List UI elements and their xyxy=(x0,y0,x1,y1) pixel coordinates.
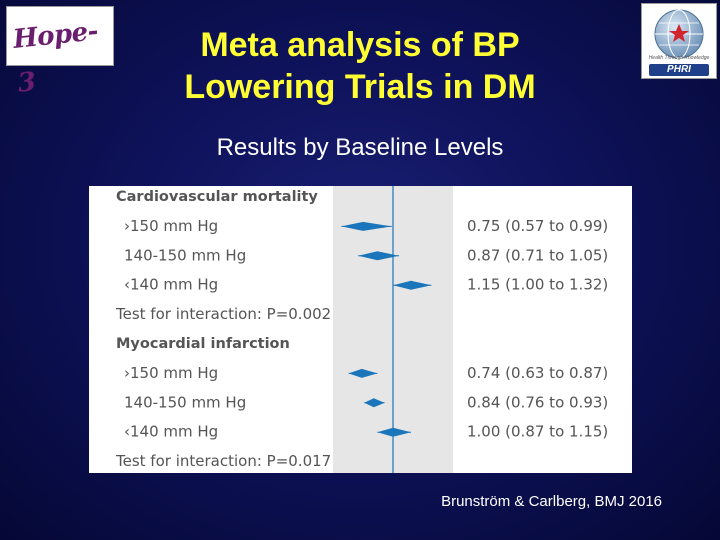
group-heading: Cardiovascular mortality xyxy=(116,189,318,205)
forest-plot: Cardiovascular mortality ›150 mm Hg 0.75 (… xyxy=(89,186,632,473)
estimate-label: 0.74 (0.63 to 0.87) xyxy=(467,364,608,382)
estimate-label: 0.75 (0.57 to 0.99) xyxy=(467,217,608,235)
phri-tagline: Health Through Knowledge xyxy=(648,55,710,61)
estimate-diamond xyxy=(393,280,432,290)
hope-3-logo: Hope-3 xyxy=(6,6,114,99)
row-label: ›150 mm Hg xyxy=(124,217,218,235)
estimate-diamond xyxy=(341,221,392,231)
slide-title-line-1: Meta analysis of BP xyxy=(200,26,520,64)
estimate-label: 1.00 (0.87 to 1.15) xyxy=(467,423,608,441)
estimate-diamond xyxy=(358,251,399,261)
interaction-test-label: Test for interaction: P=0.017 xyxy=(115,452,331,470)
estimate-diamond xyxy=(364,398,385,408)
forest-plot-svg: Cardiovascular mortality ›150 mm Hg 0.75 (… xyxy=(115,186,608,473)
estimate-label: 1.15 (1.00 to 1.32) xyxy=(467,276,608,294)
estimate-diamond xyxy=(348,368,378,378)
phri-logo-text: PHRI xyxy=(667,64,691,75)
estimate-diamond xyxy=(377,427,411,437)
globe-icon xyxy=(649,9,709,76)
row-label: 140-150 mm Hg xyxy=(124,246,246,264)
phri-logo: Health Through Knowledge PHRI xyxy=(641,3,717,79)
row-label: 140-150 mm Hg xyxy=(124,393,246,411)
row-label: ›150 mm Hg xyxy=(124,364,218,382)
interaction-test-label: Test for interaction: P=0.002 xyxy=(115,305,331,323)
row-label: ‹140 mm Hg xyxy=(124,423,218,441)
group-heading: Myocardial infarction xyxy=(116,336,290,352)
estimate-label: 0.87 (0.71 to 1.05) xyxy=(467,246,608,264)
slide-title: Meta analysis of BP Lowering Trials in D… xyxy=(120,24,600,108)
hope-3-logo-text: Hope-3 xyxy=(11,16,100,99)
row-label: ‹140 mm Hg xyxy=(124,276,218,294)
estimate-label: 0.84 (0.76 to 0.93) xyxy=(467,393,608,411)
slide-subtitle: Results by Baseline Levels xyxy=(216,134,504,161)
citation: Brunström & Carlberg, BMJ 2016 xyxy=(441,493,662,510)
slide-title-line-2: Lowering Trials in DM xyxy=(184,68,536,106)
